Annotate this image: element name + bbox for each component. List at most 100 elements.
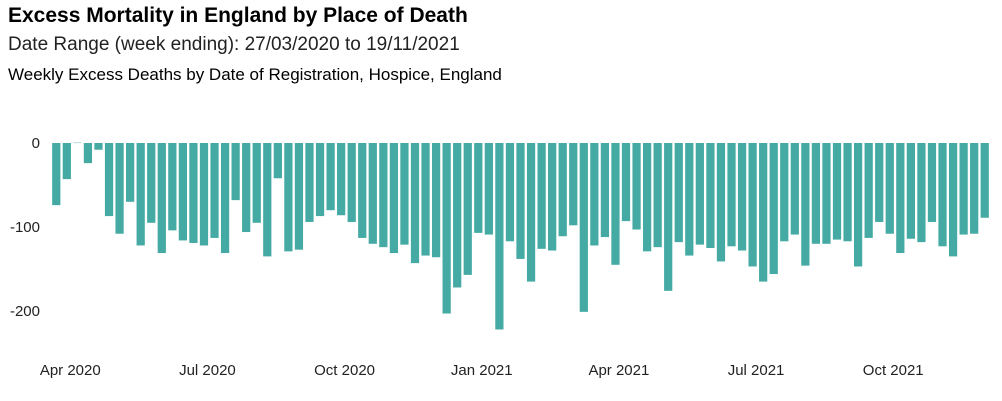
- bar: [938, 143, 947, 247]
- bar: [431, 143, 441, 258]
- bar-group: [52, 142, 989, 330]
- bar: [115, 143, 124, 234]
- x-tick-label: Jan 2021: [451, 362, 513, 379]
- bar: [579, 143, 588, 312]
- bar: [621, 143, 631, 222]
- bar: [505, 143, 515, 242]
- bar: [706, 143, 715, 248]
- bar: [569, 143, 578, 226]
- y-tick-label: -100: [10, 219, 40, 236]
- bar: [737, 143, 747, 251]
- bar: [252, 143, 261, 223]
- bar: [642, 143, 652, 252]
- bar: [242, 143, 251, 233]
- bar: [347, 143, 356, 222]
- x-tick-label: Oct 2020: [314, 362, 375, 379]
- bar: [600, 143, 610, 238]
- bar: [927, 143, 937, 222]
- bar: [970, 143, 979, 234]
- bar: [168, 143, 177, 231]
- y-tick-label: -200: [10, 303, 40, 320]
- bar: [358, 143, 367, 238]
- bar: [189, 143, 198, 243]
- bar: [136, 143, 145, 246]
- bar: [811, 143, 821, 244]
- bar: [210, 143, 219, 238]
- bar: [104, 143, 114, 217]
- bar: [537, 143, 546, 249]
- x-tick-label: Oct 2021: [863, 362, 924, 379]
- bar: [326, 143, 335, 211]
- bar: [263, 143, 272, 257]
- bar: [759, 143, 768, 282]
- bar: [453, 143, 462, 288]
- bar: [516, 143, 525, 259]
- bar: [484, 143, 493, 235]
- bar: [685, 143, 694, 256]
- bar: [73, 142, 82, 144]
- bar: [906, 143, 915, 239]
- bar: [157, 143, 166, 254]
- date-range-subtitle: Date Range (week ending): 27/03/2020 to …: [8, 34, 460, 55]
- bar: [126, 143, 135, 202]
- y-tick-label: 0: [32, 135, 40, 152]
- bar: [558, 143, 567, 237]
- bar: [716, 143, 726, 262]
- page-title: Excess Mortality in England by Place of …: [8, 4, 468, 27]
- bar: [421, 143, 430, 256]
- bar: [368, 143, 377, 244]
- bar: [337, 143, 346, 216]
- bar: [463, 143, 472, 275]
- bar: [52, 143, 61, 206]
- bar: [220, 143, 230, 254]
- bar: [590, 143, 599, 246]
- bar: [885, 143, 894, 234]
- y-axis-ticks: 0 -100 -200: [10, 135, 40, 320]
- bar: [801, 143, 810, 266]
- bar: [147, 143, 156, 223]
- bar: [442, 143, 451, 314]
- bar: [548, 143, 557, 251]
- bar: [294, 143, 304, 250]
- bar: [917, 143, 926, 243]
- bar: [83, 143, 93, 164]
- bar: [854, 143, 863, 267]
- bar: [769, 143, 778, 275]
- bar: [727, 143, 736, 247]
- bar: [695, 143, 704, 245]
- bar: [273, 143, 282, 179]
- x-tick-label: Apr 2020: [40, 362, 101, 379]
- bar: [199, 143, 209, 246]
- bar: [231, 143, 240, 201]
- bar: [284, 143, 293, 252]
- bar: [389, 143, 399, 254]
- bar: [315, 143, 325, 217]
- bar: [875, 143, 884, 222]
- bar: [980, 143, 989, 218]
- bar: [379, 143, 388, 248]
- x-axis-ticks: Apr 2020 Jul 2020 Oct 2020 Jan 2021 Apr 2021…: [40, 362, 924, 379]
- bar: [832, 143, 842, 240]
- chart-title: Weekly Excess Deaths by Date of Registra…: [8, 65, 502, 84]
- bar: [178, 143, 187, 241]
- bar: [790, 143, 799, 235]
- bar: [611, 143, 620, 265]
- bar: [959, 143, 968, 235]
- bar: [62, 143, 71, 180]
- bar: [674, 143, 683, 243]
- bar: [864, 143, 873, 238]
- x-tick-label: Jul 2021: [728, 362, 785, 379]
- bar: [748, 143, 757, 267]
- bar: [948, 143, 958, 257]
- bar: [780, 143, 789, 242]
- bar: [526, 143, 536, 282]
- bar: [843, 143, 852, 242]
- bar: [474, 143, 483, 233]
- bar: [495, 143, 504, 330]
- bar: [632, 143, 641, 230]
- bar: [896, 143, 905, 254]
- bar: [410, 143, 420, 264]
- x-tick-label: Jul 2020: [179, 362, 236, 379]
- bar: [94, 143, 103, 150]
